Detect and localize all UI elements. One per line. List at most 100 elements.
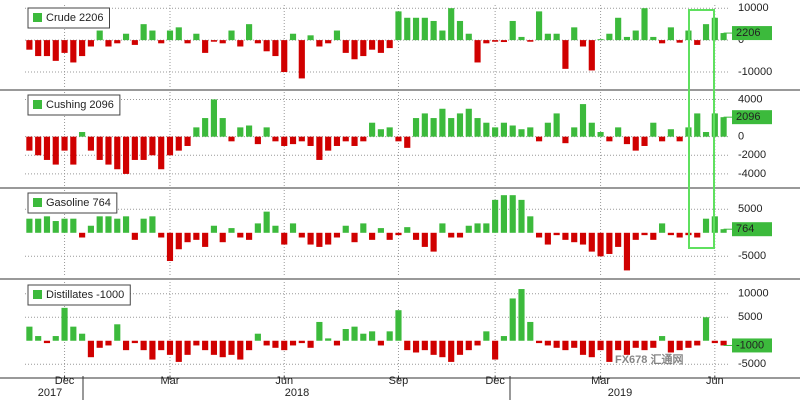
bar	[421, 340, 428, 351]
bar	[237, 340, 244, 360]
bar	[351, 232, 358, 243]
bar	[623, 136, 631, 145]
bar	[70, 40, 77, 63]
bar	[333, 340, 341, 346]
bar	[439, 223, 446, 233]
bar	[474, 40, 481, 63]
bar	[342, 40, 349, 53]
bar	[325, 232, 332, 245]
bar	[316, 232, 323, 247]
bar	[87, 225, 94, 233]
legend-label: Crude 2206	[46, 12, 104, 24]
bar	[395, 11, 402, 41]
watermark: FX678 汇通网	[615, 353, 683, 366]
bar	[421, 17, 428, 41]
bar	[114, 40, 121, 44]
bar	[456, 340, 464, 355]
bar	[202, 232, 209, 247]
bar	[351, 40, 358, 60]
bar	[246, 232, 253, 240]
bar	[404, 17, 411, 41]
bar	[606, 136, 613, 142]
bar	[61, 218, 68, 233]
bar	[492, 340, 499, 360]
x-tick-label: Dec	[55, 375, 75, 387]
last-value-label: 2206	[736, 27, 760, 39]
bar	[659, 223, 666, 233]
bar	[448, 118, 455, 137]
bar	[377, 228, 384, 233]
bar	[465, 108, 472, 137]
y-tick-label: 4000	[738, 93, 762, 105]
y-tick-label: -5000	[738, 358, 766, 370]
bar	[377, 129, 384, 137]
bar	[632, 136, 639, 151]
bar	[535, 11, 543, 41]
bar	[281, 136, 288, 146]
bar	[694, 113, 701, 137]
bar	[158, 340, 165, 351]
bar	[307, 136, 314, 146]
bar	[623, 340, 631, 355]
bar	[122, 340, 130, 351]
bar	[650, 122, 657, 137]
bar	[588, 40, 595, 71]
bar	[122, 33, 130, 41]
bar	[483, 331, 490, 341]
legend-swatch	[33, 290, 42, 299]
legend-box	[27, 94, 121, 116]
bar	[456, 20, 464, 41]
bar	[518, 199, 525, 233]
bar	[369, 122, 376, 137]
x-tick-label: Jun	[706, 375, 724, 387]
bar	[35, 40, 42, 57]
bar	[720, 33, 727, 41]
bar	[307, 35, 314, 41]
bar	[527, 321, 534, 341]
bar	[333, 30, 341, 41]
bar	[606, 33, 613, 41]
bar	[193, 127, 200, 137]
bar	[281, 40, 288, 73]
bar	[166, 136, 174, 156]
bar	[35, 136, 42, 156]
bar	[158, 232, 165, 238]
bar	[386, 331, 393, 341]
bar	[650, 232, 657, 240]
x-tick-label: Sep	[389, 375, 409, 387]
bar	[184, 340, 191, 355]
bar	[193, 33, 200, 41]
bar	[606, 232, 613, 254]
year-label: 2017	[38, 387, 62, 399]
bar	[35, 336, 42, 341]
bar	[659, 40, 666, 44]
bar	[588, 232, 595, 252]
bar	[650, 36, 657, 41]
bar	[52, 40, 59, 61]
bar	[509, 20, 516, 41]
bar	[430, 232, 437, 252]
bar	[421, 113, 428, 137]
bar	[500, 122, 507, 137]
bar	[79, 132, 86, 137]
bar	[105, 340, 112, 346]
bar	[325, 338, 332, 341]
bar	[175, 232, 182, 250]
bar	[149, 340, 156, 360]
bar	[246, 24, 253, 41]
bar	[421, 232, 428, 247]
bar	[96, 340, 103, 348]
bar	[650, 340, 657, 348]
legend-swatch	[33, 13, 42, 22]
bar	[79, 40, 86, 57]
bar	[52, 336, 59, 341]
legend-swatch	[33, 100, 42, 109]
bar	[140, 24, 147, 41]
bar	[61, 40, 68, 53]
bar	[342, 225, 349, 233]
bar	[254, 40, 261, 44]
bar	[562, 340, 569, 351]
bar	[87, 136, 94, 151]
bar	[579, 232, 587, 245]
highlight-box	[688, 9, 715, 249]
